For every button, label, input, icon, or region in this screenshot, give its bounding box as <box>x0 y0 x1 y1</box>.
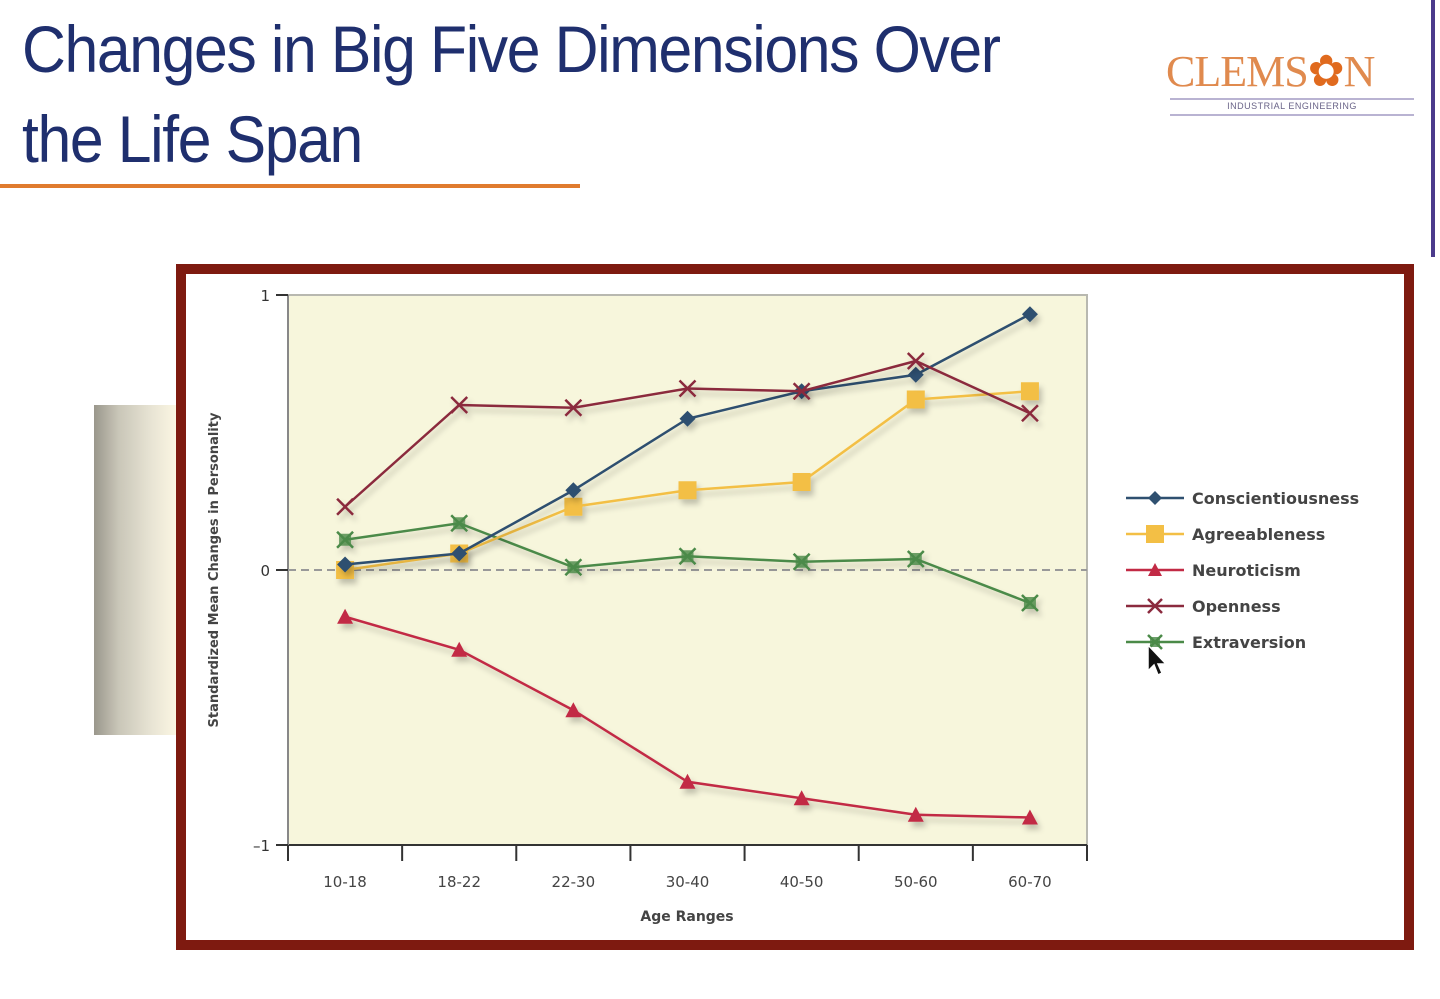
legend-label: Agreeableness <box>1192 525 1325 544</box>
logo-word-right: N <box>1343 47 1376 96</box>
chart-legend: Conscientiousness Agreeableness Neuroticis… <box>1126 489 1359 652</box>
slide-title: Changes in Big Five Dimensions Over the … <box>22 4 1080 184</box>
x-tick-label: 30-40 <box>666 873 710 891</box>
axes: 1 0 –1 10-18 18-22 22-30 30-40 40-50 50-60 60-70 <box>253 287 1088 891</box>
series-neuroticism <box>337 608 1038 825</box>
slide-title-line-1: Changes in Big Five Dimensions Over <box>22 12 1001 86</box>
legend-label: Conscientiousness <box>1192 489 1359 508</box>
title-underline <box>0 184 580 188</box>
logo-divider-bottom <box>1170 114 1414 116</box>
legend-item-agreeableness: Agreeableness <box>1126 525 1325 544</box>
logo-subtitle: INDUSTRIAL ENGINEERING <box>1227 101 1357 111</box>
x-tick-label: 18-22 <box>437 873 481 891</box>
legend-label: Extraversion <box>1192 633 1306 652</box>
legend-label: Neuroticism <box>1192 561 1301 580</box>
line-chart: 10–110-18 18-22 22-30 30-40 40-50 50-60 60-70 … <box>207 287 1359 925</box>
clemson-logo: CLEMS✿N INDUSTRIAL ENGINEERING <box>1166 44 1414 120</box>
x-tick-label: 50-60 <box>894 873 938 891</box>
x-tick-label: 10-18 <box>323 873 367 891</box>
series-layer <box>336 306 1039 825</box>
y-tick-label: 1 <box>260 287 270 305</box>
tiger-paw-icon: ✿ <box>1307 47 1345 96</box>
right-accent-line <box>1431 0 1435 257</box>
series-extraversion <box>336 514 1039 612</box>
y-tick-label: –1 <box>253 837 270 855</box>
logo-divider-top <box>1170 98 1414 100</box>
mouse-cursor-icon <box>1147 643 1168 677</box>
series-openness <box>336 352 1039 516</box>
slide-title-line-2: the Life Span <box>22 102 363 176</box>
legend-item-neuroticism: Neuroticism <box>1126 561 1301 580</box>
logo-word-left: CLEMS <box>1166 47 1309 96</box>
y-tick-label: 0 <box>260 562 270 580</box>
legend-item-extraversion: Extraversion <box>1126 633 1306 652</box>
x-tick-label: 40-50 <box>780 873 824 891</box>
chart-frame: 1 0 –1 10-18 18-22 22-30 30-40 40-50 50-60 60-70 … <box>176 264 1414 950</box>
y-axis-label: Standardized Mean Changes in Personality <box>207 412 222 727</box>
x-axis-label: Age Ranges <box>640 909 733 925</box>
x-tick-label: 22-30 <box>552 873 596 891</box>
legend-item-conscientiousness: Conscientiousness <box>1126 489 1359 508</box>
legend-item-openness: Openness <box>1126 597 1281 616</box>
x-tick-label: 60-70 <box>1008 873 1052 891</box>
decorative-side-bar <box>94 405 176 735</box>
legend-label: Openness <box>1192 597 1281 616</box>
logo-wordmark: CLEMS✿N <box>1166 44 1376 100</box>
